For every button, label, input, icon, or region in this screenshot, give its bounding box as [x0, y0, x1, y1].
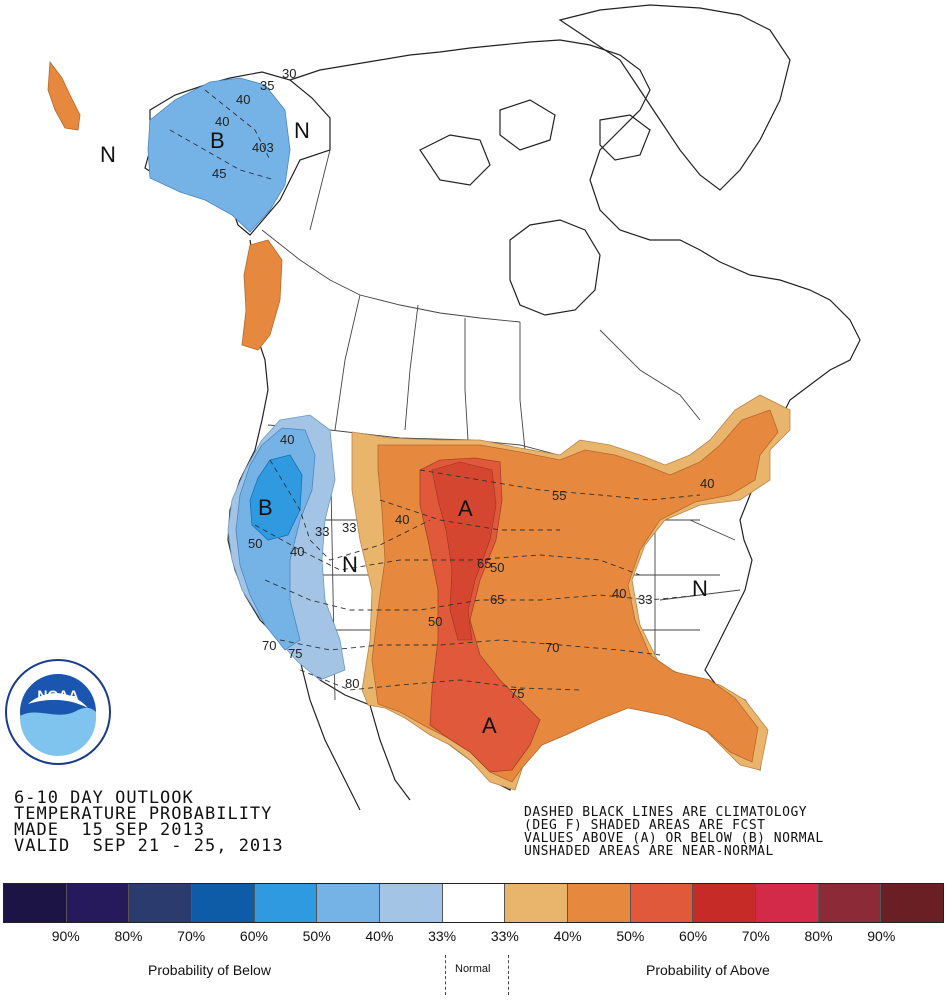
legend-tick-label: 40%: [365, 928, 394, 944]
legend-swatch: [192, 884, 255, 922]
outlook-map: B N N B N A A N 35 30 40 40 403 45 40 50…: [5, 4, 861, 811]
contour-label: 40: [612, 586, 626, 601]
title-line: MADE 15 SEP 2013: [14, 820, 205, 840]
contour-label: 30: [282, 66, 296, 81]
notes-line: VALUES ABOVE (A) OR BELOW (B) NORMAL: [524, 831, 824, 846]
west-below-50: [249, 454, 303, 541]
legend-tick-label: 60%: [239, 928, 268, 944]
contour-label: 40: [215, 114, 229, 129]
legend-swatch: [66, 884, 130, 922]
contour-label: 40: [290, 544, 304, 559]
title-line: TEMPERATURE PROBABILITY: [14, 804, 273, 824]
west-normal-label: N: [342, 552, 358, 577]
probability-legend-bar: [3, 883, 944, 923]
legend-tick-label: 70%: [177, 928, 206, 944]
contour-label: 40: [395, 512, 409, 527]
contour-label: 33: [342, 520, 356, 535]
yukon-normal-label: N: [294, 118, 310, 143]
east-normal-label: N: [692, 576, 708, 601]
above-normal-areas: [47, 60, 791, 791]
contour-label: 45: [212, 166, 226, 181]
west-below-label: B: [258, 495, 273, 520]
notes-line: UNSHADED AREAS ARE NEAR-NORMAL: [524, 844, 774, 859]
contour-label: 55: [552, 488, 566, 503]
legend-swatch: [693, 884, 757, 922]
plains-above-label: A: [458, 496, 473, 521]
contour-labels: 35 30 40 40 403 45 40 50 40 33 33 70 75 …: [212, 66, 714, 701]
region-labels: B N N B N A A N: [100, 118, 708, 738]
legend-tick-label: 90%: [51, 928, 80, 944]
contour-label: 65: [477, 556, 491, 571]
legend-tick-label: 80%: [114, 928, 143, 944]
texas-above-label: A: [482, 713, 497, 738]
contour-label: 80: [345, 676, 359, 691]
legend-tick-label: 33%: [490, 928, 519, 944]
legend-swatch: [881, 884, 944, 922]
legend-swatch: [254, 884, 318, 922]
contour-label: 40: [236, 92, 250, 107]
contour-label: 40: [700, 476, 714, 491]
legend-swatch: [317, 884, 381, 922]
notes-line: (DEG F) SHADED AREAS ARE FCST: [524, 818, 766, 833]
legend-swatch: [129, 884, 193, 922]
legend-swatch: [380, 884, 443, 922]
contour-label: 50: [490, 560, 504, 575]
contour-label: 33: [638, 592, 652, 607]
below-normal-areas: [147, 77, 346, 681]
bc-above-40: [241, 239, 283, 351]
contour-label: 403: [252, 140, 274, 155]
legend-tick-label: 50%: [616, 928, 645, 944]
legend-swatch: [442, 884, 506, 922]
legend-swatch: [568, 884, 631, 922]
logo-text: NOAA: [37, 687, 78, 703]
climatology-contours: [169, 89, 701, 691]
legend-tick-label: 70%: [741, 928, 770, 944]
title-line: 6-10 DAY OUTLOOK: [14, 788, 194, 808]
contour-label: 65: [490, 592, 504, 607]
legend-swatch: [4, 884, 67, 922]
above-legend-title: Probability of Above: [646, 962, 770, 978]
legend-tick-label: 60%: [679, 928, 708, 944]
outlook-title-block: 6-10 DAY OUTLOOK TEMPERATURE PROBABILITY M…: [14, 788, 284, 856]
below-legend-title: Probability of Below: [148, 962, 271, 978]
legend-swatch: [756, 884, 819, 922]
contour-label: 70: [545, 640, 559, 655]
contour-label: 70: [262, 638, 276, 653]
legend-tick-label: 90%: [867, 928, 896, 944]
bering-above-40: [47, 60, 81, 131]
legend-swatch: [818, 884, 882, 922]
legend-tick-label: 50%: [302, 928, 331, 944]
normal-legend-title: Normal: [455, 963, 491, 975]
contour-label: 33: [315, 524, 329, 539]
normal-divider-left: [445, 955, 446, 995]
plains-above-60: [431, 461, 497, 641]
noaa-logo: NOAA: [5, 659, 111, 765]
contour-label: 75: [288, 646, 302, 661]
contour-label: 35: [260, 78, 274, 93]
map-notes-block: DASHED BLACK LINES ARE CLIMATOLOGY (DEG F…: [524, 806, 824, 858]
contour-label: 50: [428, 614, 442, 629]
legend-tick-label: 33%: [428, 928, 457, 944]
contour-label: 40: [280, 432, 294, 447]
notes-line: DASHED BLACK LINES ARE CLIMATOLOGY: [524, 805, 808, 820]
title-line: VALID SEP 21 - 25, 2013: [14, 836, 284, 856]
legend-swatch: [630, 884, 694, 922]
normal-divider-right: [508, 955, 509, 995]
alaska-below-label: B: [210, 128, 225, 153]
alaska-below-40: [147, 77, 291, 233]
contour-label: 50: [248, 536, 262, 551]
alaska-normal-label: N: [100, 142, 116, 167]
legend-swatch: [505, 884, 569, 922]
legend-tick-label: 40%: [553, 928, 582, 944]
contour-label: 75: [510, 686, 524, 701]
legend-tick-labels: 90% 80% 70% 60% 50% 40% 33% 33% 40% 50% 60% 70% 80% 9…: [0, 928, 946, 948]
legend-tick-label: 80%: [804, 928, 833, 944]
